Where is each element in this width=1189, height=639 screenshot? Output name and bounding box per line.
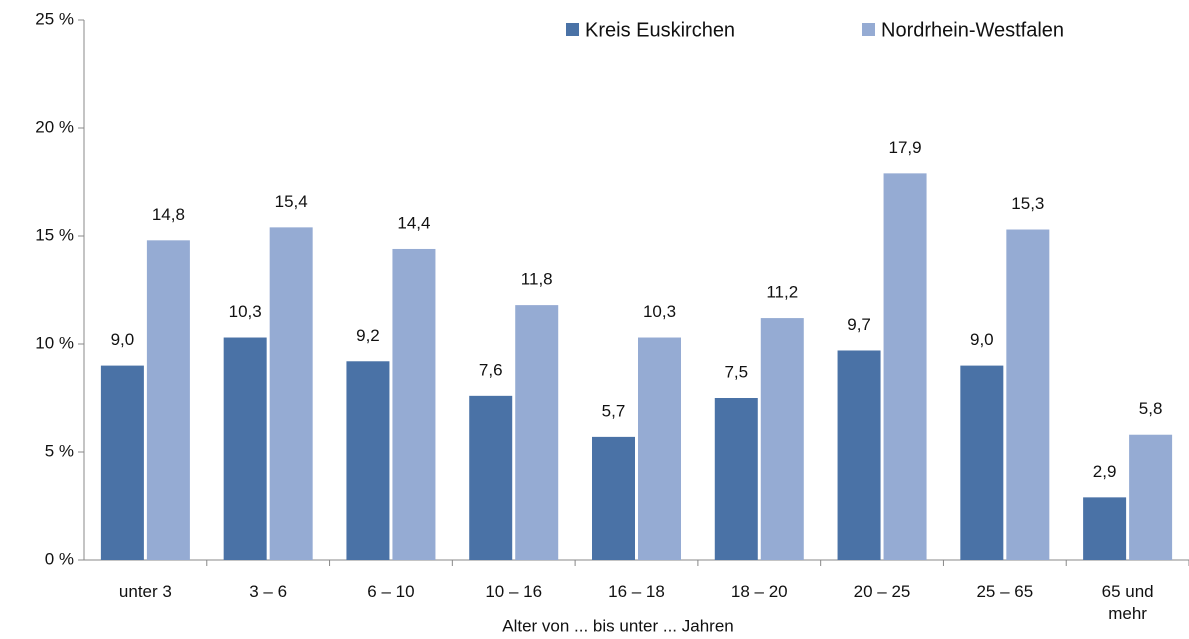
data-label: 9,2 <box>356 326 380 345</box>
x-tick-label: unter 3 <box>118 582 172 601</box>
bar <box>760 318 804 560</box>
x-tick-label: 25 – 65 <box>976 582 1034 601</box>
x-tick-label: 3 – 6 <box>249 582 288 601</box>
bar <box>837 350 881 560</box>
data-label: 7,6 <box>479 360 503 379</box>
data-label: 15,4 <box>275 192 308 211</box>
data-label: 14,4 <box>397 213 430 232</box>
bar <box>223 337 267 560</box>
bar <box>1129 434 1173 560</box>
bar <box>269 227 313 561</box>
data-label: 11,8 <box>521 270 553 289</box>
y-tick-label: 10 % <box>35 333 74 352</box>
bar <box>883 173 927 561</box>
legend-swatch <box>566 23 579 36</box>
data-label: 2,9 <box>1093 462 1117 481</box>
y-tick-label: 5 % <box>45 441 74 460</box>
y-tick-label: 25 % <box>35 9 74 28</box>
data-label: 5,8 <box>1139 399 1163 418</box>
x-tick-label: 18 – 20 <box>730 582 788 601</box>
x-tick-label: 65 und mehr <box>1101 582 1154 623</box>
bar <box>1083 497 1127 560</box>
x-tick-label: 16 – 18 <box>608 582 665 601</box>
bar <box>469 395 513 560</box>
y-tick-label: 0 % <box>45 549 74 568</box>
bar <box>392 248 436 560</box>
data-label: 10,3 <box>229 302 262 321</box>
bar <box>346 361 390 560</box>
data-label: 11,2 <box>766 283 798 302</box>
legend-label: Kreis Euskirchen <box>585 19 735 41</box>
data-label: 14,8 <box>152 205 185 224</box>
data-label: 9,0 <box>111 330 135 349</box>
bar <box>960 365 1004 560</box>
data-label: 7,5 <box>724 362 748 381</box>
bar <box>592 436 635 560</box>
data-label: 10,3 <box>643 302 676 321</box>
bar <box>638 337 681 560</box>
x-axis-title: Alter von ... bis unter ... Jahren <box>502 616 734 635</box>
bar <box>100 365 144 560</box>
x-tick-label: 10 – 16 <box>485 582 543 601</box>
data-label: 9,0 <box>970 330 994 349</box>
legend-label: Nordrhein-Westfalen <box>881 19 1064 41</box>
x-tick-label: 6 – 10 <box>367 582 415 601</box>
bar <box>714 398 758 560</box>
data-label: 9,7 <box>847 315 871 334</box>
legend-swatch <box>862 23 875 36</box>
y-tick-label: 20 % <box>35 117 74 136</box>
bar <box>1006 229 1050 560</box>
bar <box>146 240 190 560</box>
data-label: 5,7 <box>602 401 626 420</box>
bar <box>515 305 559 560</box>
x-tick-label: 20 – 25 <box>853 582 911 601</box>
y-tick-label: 15 % <box>35 225 74 244</box>
data-label: 15,3 <box>1011 194 1044 213</box>
data-label: 17,9 <box>889 138 922 157</box>
